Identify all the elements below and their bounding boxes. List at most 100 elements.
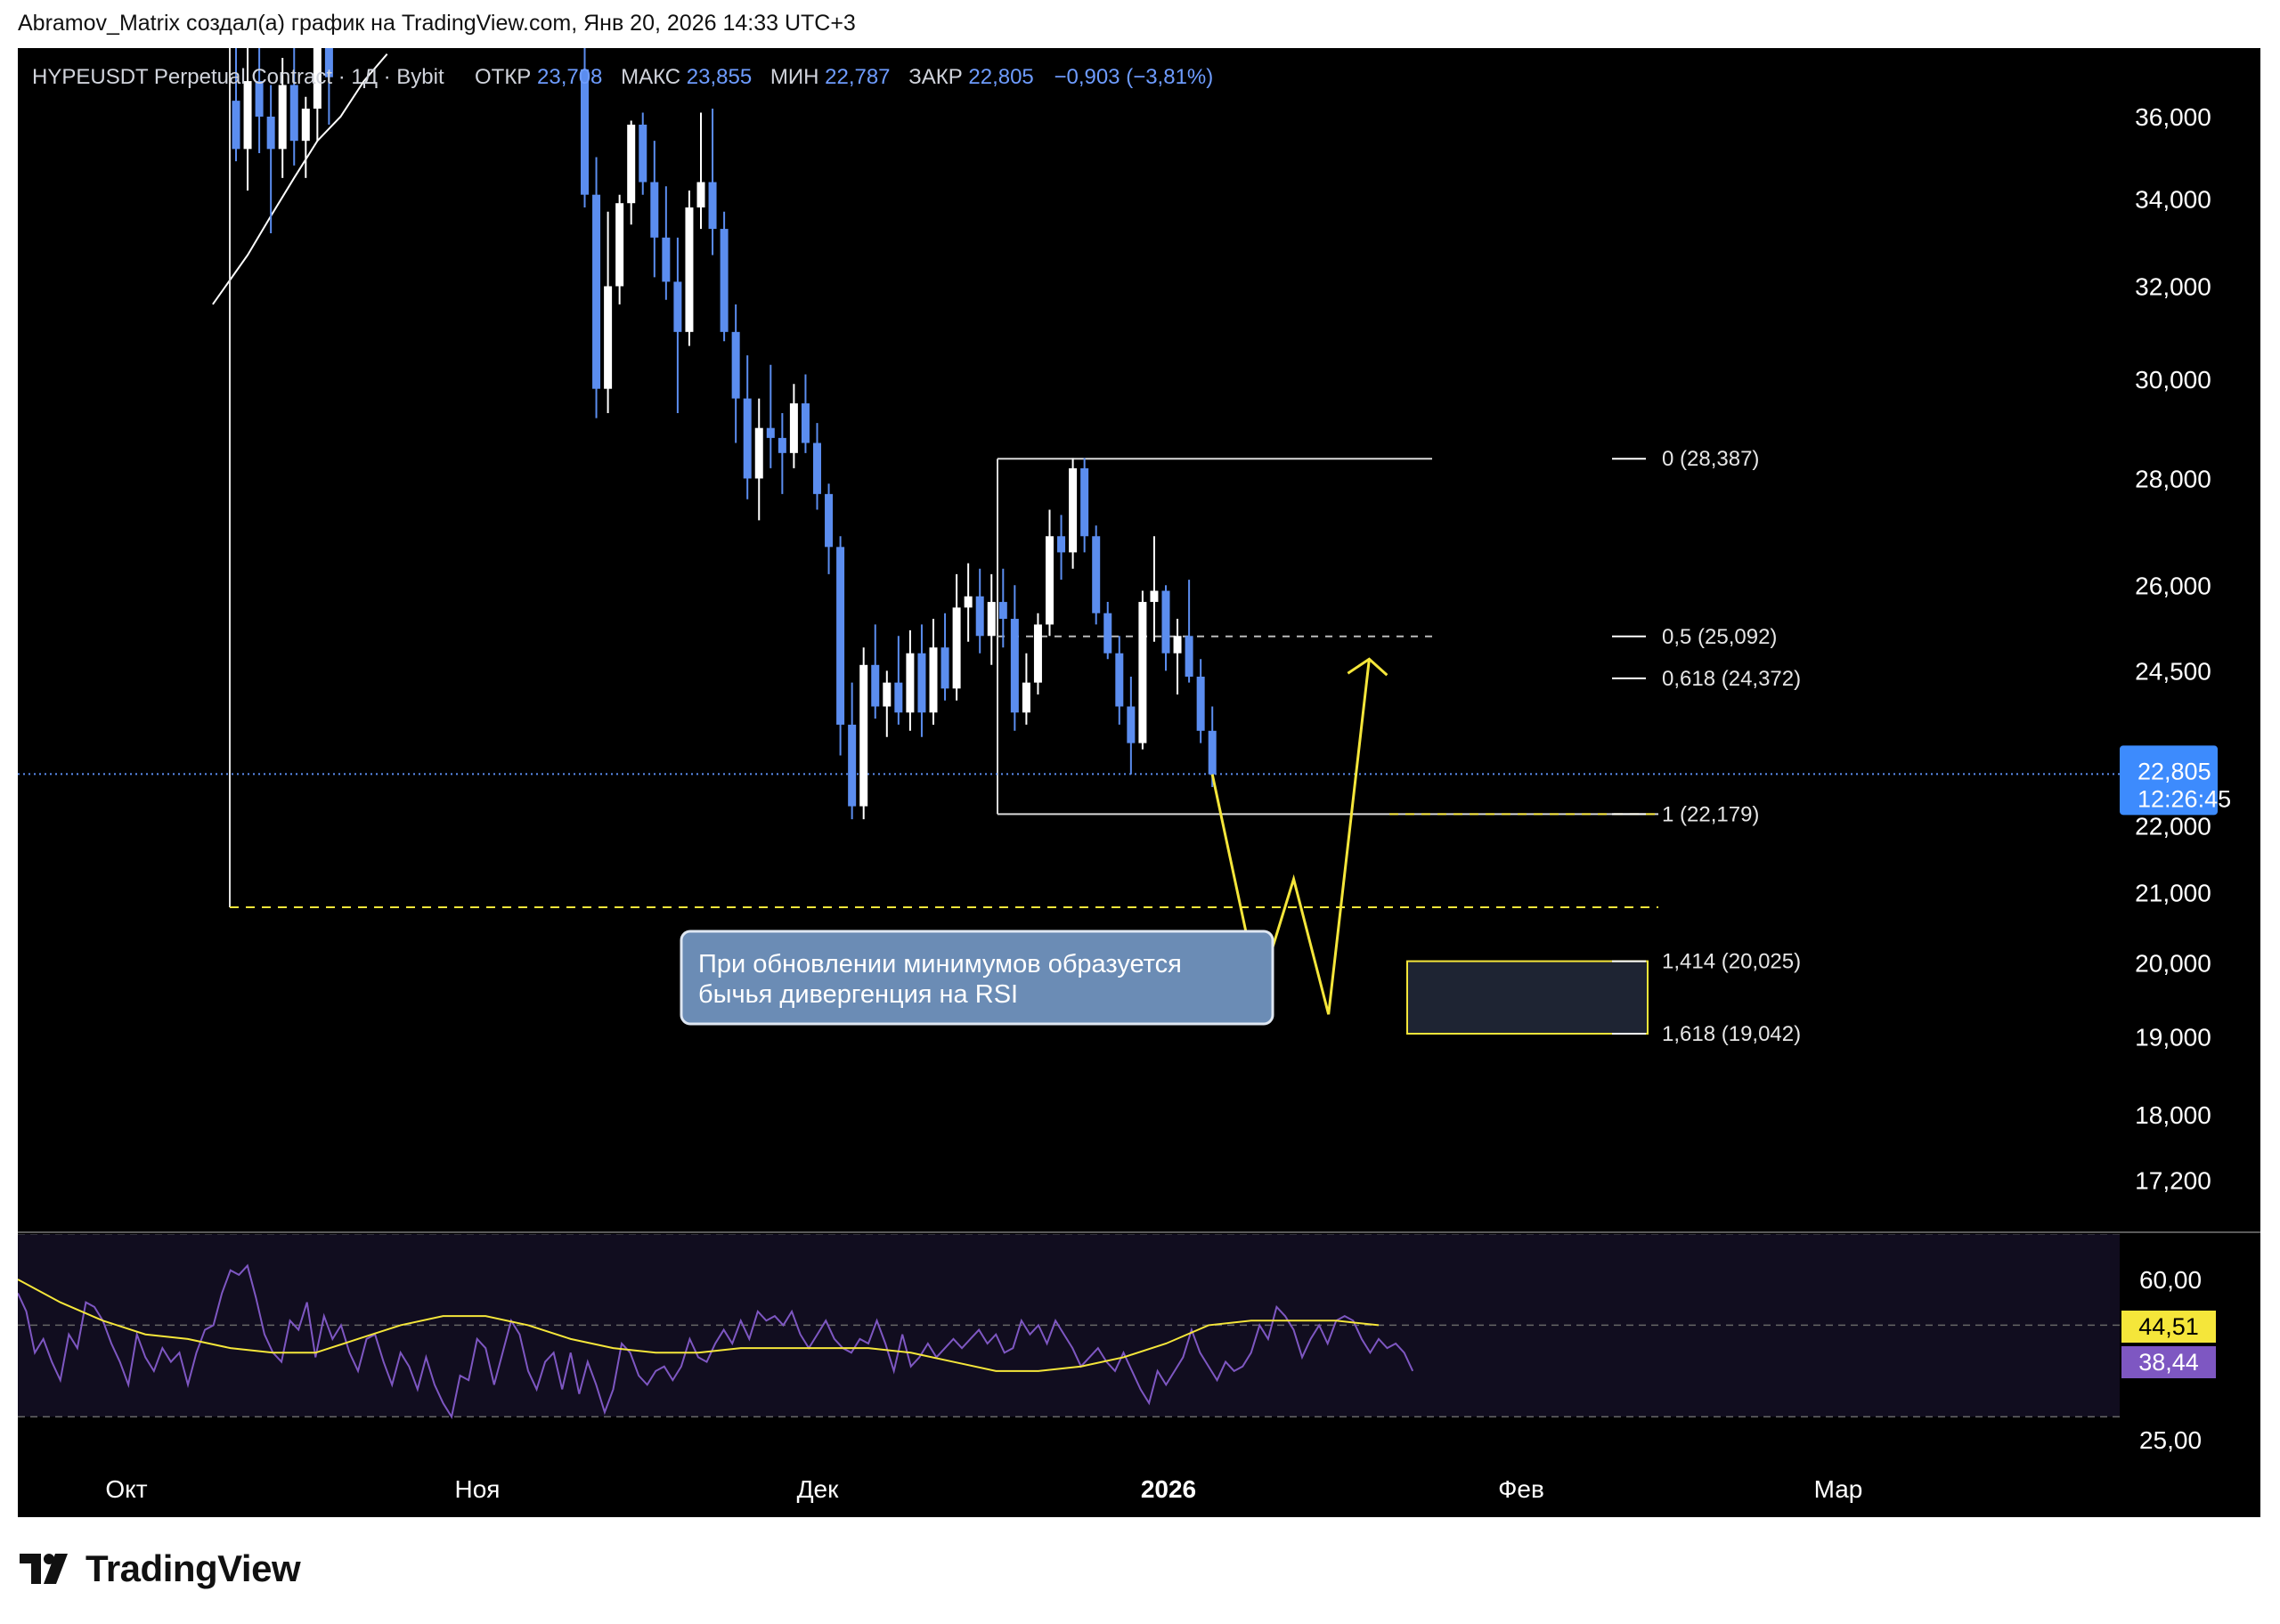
candle[interactable] bbox=[848, 682, 857, 820]
candle-body bbox=[998, 602, 1007, 620]
candle[interactable] bbox=[871, 624, 880, 719]
candle-body bbox=[662, 237, 671, 282]
candle[interactable] bbox=[1161, 585, 1170, 671]
candle[interactable] bbox=[883, 670, 892, 737]
candle[interactable] bbox=[917, 624, 926, 737]
candle-body bbox=[266, 117, 275, 150]
candle[interactable] bbox=[1046, 509, 1054, 637]
candle[interactable] bbox=[964, 563, 973, 642]
candle[interactable] bbox=[1022, 653, 1030, 725]
candle-body bbox=[917, 653, 926, 713]
candle[interactable] bbox=[906, 629, 915, 731]
candle[interactable] bbox=[1138, 590, 1147, 750]
projection-path[interactable] bbox=[1210, 659, 1371, 1015]
candle[interactable] bbox=[825, 483, 834, 574]
candle-body bbox=[952, 607, 961, 689]
candle[interactable] bbox=[266, 85, 275, 233]
candle[interactable] bbox=[1208, 706, 1217, 787]
candle[interactable] bbox=[673, 237, 682, 414]
candle-body bbox=[883, 682, 892, 707]
candle[interactable] bbox=[778, 413, 786, 494]
candle[interactable] bbox=[581, 31, 589, 207]
candle-body bbox=[696, 182, 705, 207]
candle[interactable] bbox=[232, 20, 240, 162]
legend-low-value: 22,787 bbox=[825, 65, 890, 89]
rsi-value-badge-value: 38,44 bbox=[2138, 1349, 2199, 1376]
rsi-tick-label: 25,00 bbox=[2139, 1426, 2202, 1454]
target-zone-box[interactable] bbox=[1406, 960, 1649, 1035]
candle[interactable] bbox=[1173, 619, 1182, 695]
candle[interactable] bbox=[859, 647, 868, 820]
candle[interactable] bbox=[1057, 515, 1066, 581]
candle[interactable] bbox=[324, 9, 333, 126]
candle[interactable] bbox=[1185, 580, 1193, 683]
candle[interactable] bbox=[685, 190, 694, 346]
candle-body bbox=[1161, 590, 1170, 654]
candle[interactable] bbox=[255, 31, 264, 153]
legend-change: −0,903 (−3,81%) bbox=[1054, 65, 1213, 89]
price-tick-label: 30,000 bbox=[2135, 366, 2211, 394]
legend-ohlc: ОТКР 23,708 МАКС 23,855 МИН 22,787 ЗАКР … bbox=[475, 65, 1213, 89]
candle[interactable] bbox=[801, 374, 810, 453]
candle[interactable] bbox=[975, 568, 984, 654]
candle[interactable] bbox=[940, 613, 949, 701]
fib-label: 1,618 (19,042) bbox=[1662, 1022, 1801, 1046]
candle[interactable] bbox=[813, 423, 821, 510]
candle[interactable] bbox=[894, 636, 903, 725]
candle[interactable] bbox=[754, 398, 763, 521]
candle-body bbox=[615, 203, 624, 287]
candle[interactable] bbox=[766, 364, 775, 468]
rsi-plot[interactable] bbox=[18, 1234, 2120, 1419]
candle[interactable] bbox=[301, 96, 310, 178]
candle[interactable] bbox=[987, 573, 996, 665]
candle[interactable] bbox=[243, 46, 252, 191]
candle[interactable] bbox=[615, 194, 624, 304]
candle[interactable] bbox=[789, 384, 798, 468]
candle[interactable] bbox=[1069, 458, 1078, 569]
candle[interactable] bbox=[1010, 585, 1019, 731]
candle[interactable] bbox=[998, 568, 1007, 648]
candle[interactable] bbox=[952, 573, 961, 701]
candle[interactable] bbox=[662, 186, 671, 300]
candle[interactable] bbox=[278, 57, 287, 178]
candle-body bbox=[1150, 590, 1159, 603]
candle[interactable] bbox=[720, 211, 729, 342]
candle-body bbox=[685, 207, 694, 332]
candle-body bbox=[1022, 682, 1030, 713]
candle-body bbox=[1010, 619, 1019, 713]
candle[interactable] bbox=[1196, 659, 1205, 743]
time-tick-label: Окт bbox=[105, 1475, 147, 1503]
price-tick-label: 36,000 bbox=[2135, 103, 2211, 131]
candle[interactable] bbox=[1115, 636, 1124, 725]
annotation-line-1: При обновлении минимумов образуется bbox=[698, 950, 1182, 978]
annotation-callout[interactable]: При обновлении минимумов образуется бычь… bbox=[680, 930, 1274, 1026]
candle[interactable] bbox=[731, 304, 740, 443]
candle[interactable] bbox=[627, 120, 636, 225]
candle[interactable] bbox=[1103, 602, 1112, 660]
candle[interactable] bbox=[650, 141, 659, 278]
candle[interactable] bbox=[1033, 613, 1042, 695]
candle[interactable] bbox=[604, 211, 613, 414]
candle-body bbox=[825, 493, 834, 548]
candle[interactable] bbox=[1080, 458, 1089, 553]
candle[interactable] bbox=[1127, 677, 1136, 775]
candle[interactable] bbox=[836, 536, 845, 756]
candle[interactable] bbox=[743, 355, 752, 499]
tradingview-logo[interactable]: TradingView bbox=[20, 1547, 301, 1590]
candle[interactable] bbox=[1150, 536, 1159, 642]
main-pane[interactable]: 0 (28,387) 0,5 (25,092) 0,618 (24,372) 1 (2… bbox=[18, 9, 2120, 1046]
candle-body bbox=[766, 427, 775, 438]
candle-body bbox=[289, 85, 298, 142]
candle[interactable] bbox=[289, 28, 298, 166]
candle[interactable] bbox=[592, 157, 601, 418]
rsi-pane[interactable] bbox=[18, 1234, 2120, 1419]
candle[interactable] bbox=[696, 112, 705, 230]
candle[interactable] bbox=[929, 619, 938, 725]
main-plot[interactable] bbox=[18, 9, 2120, 1035]
candle[interactable] bbox=[639, 112, 647, 195]
candle[interactable] bbox=[313, 20, 322, 142]
candle[interactable] bbox=[708, 109, 717, 256]
candle[interactable] bbox=[1092, 525, 1101, 625]
